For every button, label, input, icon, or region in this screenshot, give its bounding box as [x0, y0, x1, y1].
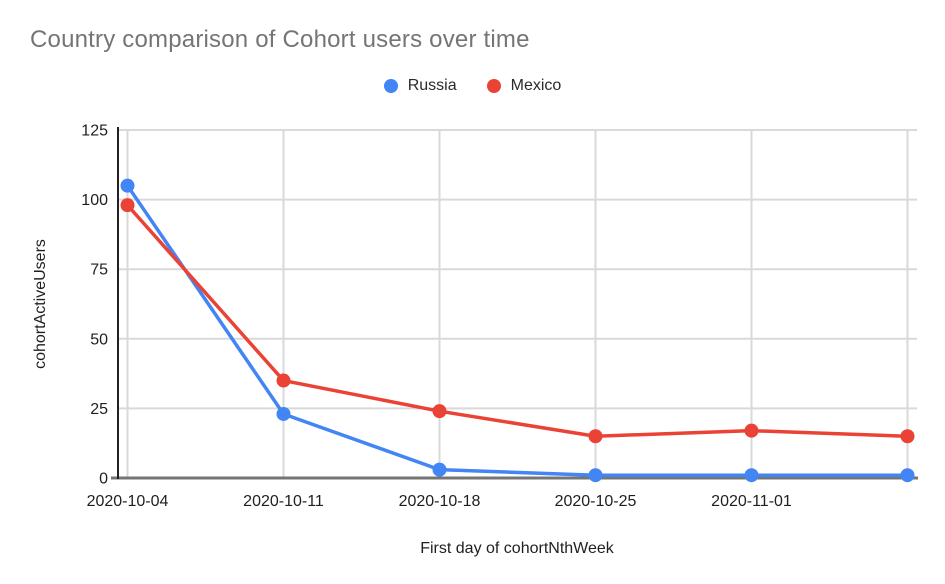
russia-data-point[interactable]: [744, 468, 759, 483]
y-tick-label: 125: [81, 123, 108, 140]
legend-item-mexico[interactable]: Mexico: [486, 77, 562, 95]
mexico-series-dot-icon: [486, 79, 501, 93]
chart-legend: Russia Mexico: [0, 77, 945, 95]
y-axis-title: cohortActiveUsers: [32, 239, 49, 369]
russia-data-point[interactable]: [120, 178, 135, 193]
russia-data-point[interactable]: [276, 406, 291, 421]
mexico-data-point[interactable]: [432, 404, 447, 419]
x-axis-title: First day of cohortNthWeek: [420, 540, 614, 557]
y-tick-label: 50: [90, 331, 108, 348]
russia-series-line: [125, 183, 910, 477]
russia-data-point[interactable]: [588, 468, 603, 483]
mexico-data-point[interactable]: [120, 198, 135, 213]
legend-label-russia: Russia: [407, 77, 457, 94]
y-tick-label: 100: [81, 192, 108, 209]
legend-label-mexico: Mexico: [510, 77, 562, 94]
x-tick-label: 2020-10-18: [399, 493, 481, 510]
russia-data-point[interactable]: [432, 462, 447, 477]
mexico-series-line: [125, 203, 910, 438]
legend-item-russia[interactable]: Russia: [383, 77, 457, 95]
chart-title: Country comparison of Cohort users over …: [30, 26, 530, 53]
mexico-data-point[interactable]: [276, 373, 291, 388]
y-tick-label: 0: [99, 471, 108, 488]
russia-series-dot-icon: [383, 79, 398, 93]
y-tick-label: 25: [90, 401, 108, 418]
x-tick-label: 2020-10-25: [555, 493, 637, 510]
russia-data-point[interactable]: [900, 468, 915, 483]
mexico-data-point[interactable]: [900, 429, 915, 444]
y-tick-label: 75: [90, 262, 108, 279]
x-tick-label: 2020-11-01: [711, 493, 792, 510]
mexico-data-point[interactable]: [744, 423, 759, 438]
mexico-data-point[interactable]: [588, 429, 603, 444]
x-tick-label: 2020-10-04: [87, 493, 169, 510]
x-tick-label: 2020-10-11: [243, 493, 324, 510]
